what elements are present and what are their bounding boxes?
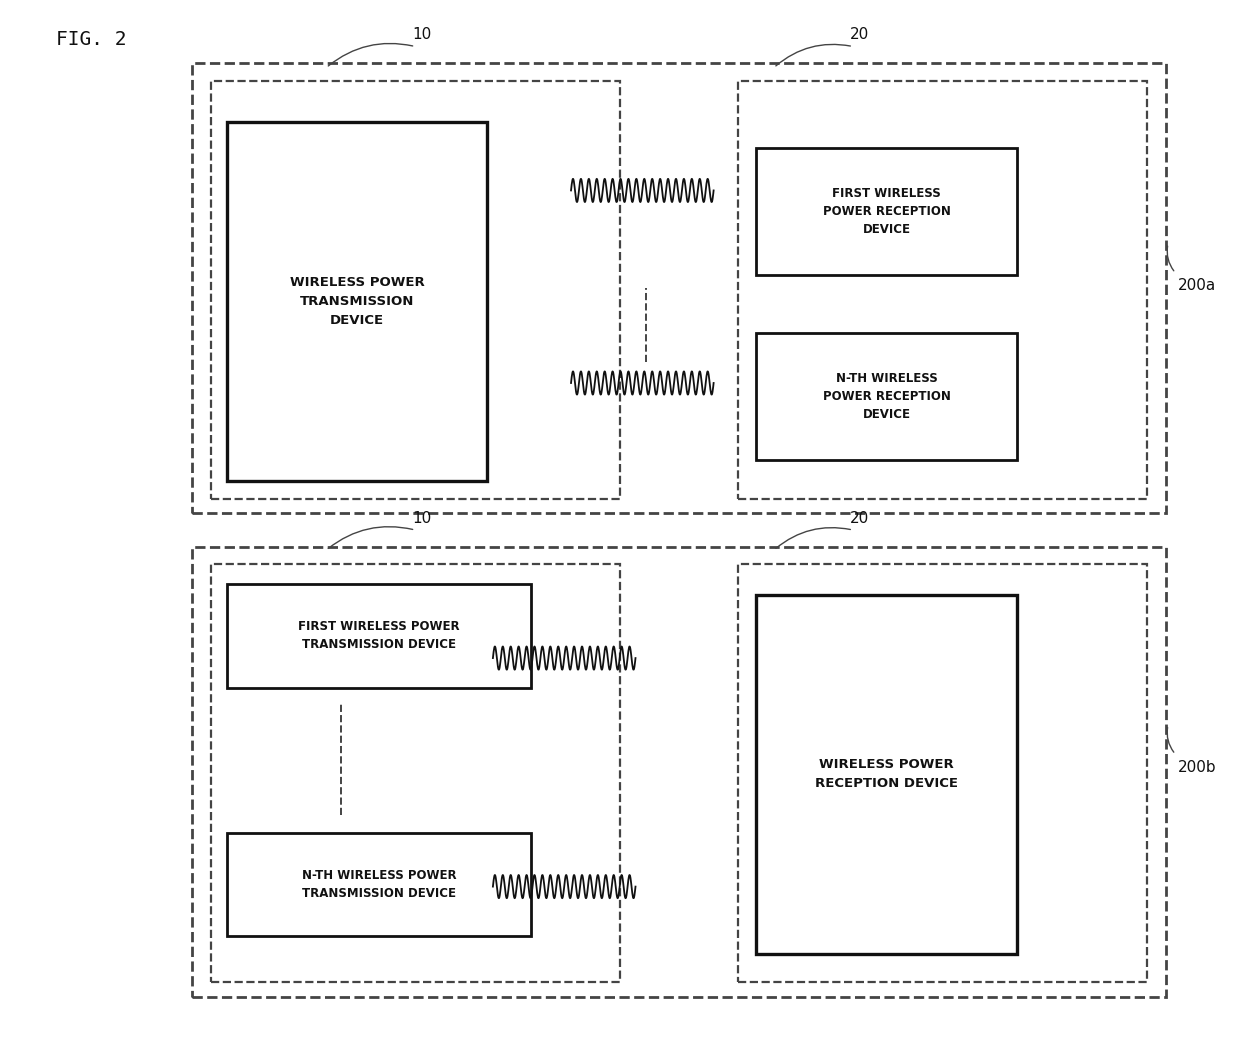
Text: 200a: 200a	[1178, 278, 1216, 293]
Bar	[227, 833, 531, 936]
Text: 10: 10	[412, 511, 432, 526]
Bar	[756, 595, 1017, 954]
Bar	[227, 122, 487, 481]
Text: 200b: 200b	[1178, 760, 1216, 774]
Text: FIRST WIRELESS
POWER RECEPTION
DEVICE: FIRST WIRELESS POWER RECEPTION DEVICE	[822, 187, 951, 236]
Text: N-TH WIRELESS
POWER RECEPTION
DEVICE: N-TH WIRELESS POWER RECEPTION DEVICE	[822, 372, 951, 421]
Bar	[211, 564, 620, 982]
Text: FIG. 2: FIG. 2	[56, 30, 126, 49]
Text: 20: 20	[849, 511, 869, 526]
Text: 10: 10	[412, 28, 432, 42]
Bar	[227, 584, 531, 688]
Text: 20: 20	[849, 28, 869, 42]
Text: N-TH WIRELESS POWER
TRANSMISSION DEVICE: N-TH WIRELESS POWER TRANSMISSION DEVICE	[301, 869, 456, 900]
Bar	[192, 547, 1166, 997]
Bar	[211, 81, 620, 499]
Bar	[756, 333, 1017, 460]
Text: WIRELESS POWER
TRANSMISSION
DEVICE: WIRELESS POWER TRANSMISSION DEVICE	[290, 276, 424, 327]
Bar	[756, 148, 1017, 275]
Bar	[738, 81, 1147, 499]
Bar	[738, 564, 1147, 982]
Text: FIRST WIRELESS POWER
TRANSMISSION DEVICE: FIRST WIRELESS POWER TRANSMISSION DEVICE	[298, 620, 460, 652]
Text: WIRELESS POWER
RECEPTION DEVICE: WIRELESS POWER RECEPTION DEVICE	[815, 759, 959, 790]
Bar	[192, 63, 1166, 513]
